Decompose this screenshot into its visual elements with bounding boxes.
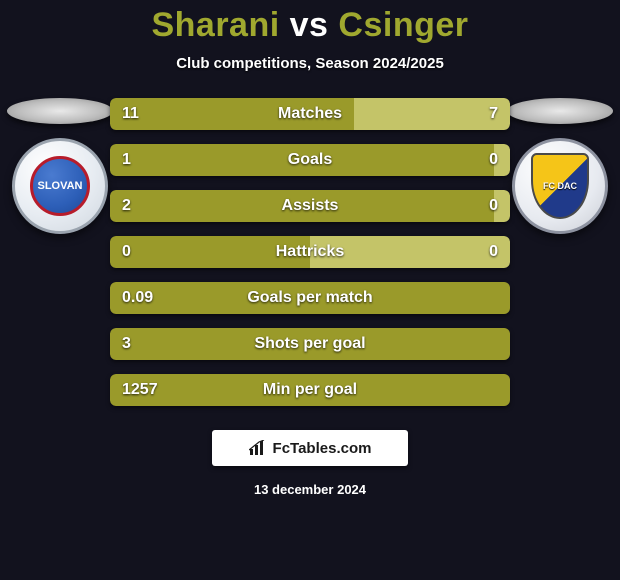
season-subtitle: Club competitions, Season 2024/2025 bbox=[0, 55, 620, 72]
stat-row: Hattricks00 bbox=[110, 236, 510, 268]
stat-row: Min per goal1257 bbox=[110, 374, 510, 406]
slovan-bratislava-crest: SLOVAN bbox=[12, 138, 108, 234]
slovan-crest-inner: SLOVAN bbox=[30, 156, 90, 216]
title-vs: vs bbox=[290, 6, 329, 44]
left-badge-column: SLOVAN bbox=[0, 98, 120, 234]
player2-silhouette-shadow bbox=[507, 98, 613, 124]
stat-bar-left bbox=[110, 144, 494, 176]
stat-row: Matches117 bbox=[110, 98, 510, 130]
dac-crest-shield: FC DAC bbox=[531, 153, 589, 219]
stat-bar-left bbox=[110, 282, 510, 314]
stat-row: Shots per goal3 bbox=[110, 328, 510, 360]
stat-bar-left bbox=[110, 374, 510, 406]
fc-dac-crest: FC DAC bbox=[512, 138, 608, 234]
right-badge-column: FC DAC bbox=[500, 98, 620, 234]
player1-silhouette-shadow bbox=[7, 98, 113, 124]
stat-bar-right bbox=[354, 98, 510, 130]
stat-bar-left bbox=[110, 328, 510, 360]
comparison-arena: SLOVAN FC DAC Matches117 Goals10 Assists20… bbox=[0, 98, 620, 406]
watermark-text: FcTables.com bbox=[273, 440, 372, 457]
player2-name: Csinger bbox=[338, 6, 468, 44]
stat-bar-right bbox=[494, 144, 510, 176]
stat-bar-left bbox=[110, 236, 310, 268]
fctables-watermark: FcTables.com bbox=[212, 430, 408, 466]
player1-name: Sharani bbox=[151, 6, 279, 44]
bar-chart-icon bbox=[249, 440, 267, 456]
stat-row: Goals per match0.09 bbox=[110, 282, 510, 314]
stat-row: Goals10 bbox=[110, 144, 510, 176]
stat-bar-right bbox=[310, 236, 510, 268]
stat-bar-left bbox=[110, 98, 354, 130]
snapshot-date: 13 december 2024 bbox=[0, 482, 620, 497]
stat-bars-container: Matches117 Goals10 Assists20 Hattricks00 Goa… bbox=[110, 98, 510, 406]
stat-bar-left bbox=[110, 190, 494, 222]
comparison-title: Sharani vs Csinger bbox=[0, 0, 620, 45]
stat-bar-right bbox=[494, 190, 510, 222]
stat-row: Assists20 bbox=[110, 190, 510, 222]
